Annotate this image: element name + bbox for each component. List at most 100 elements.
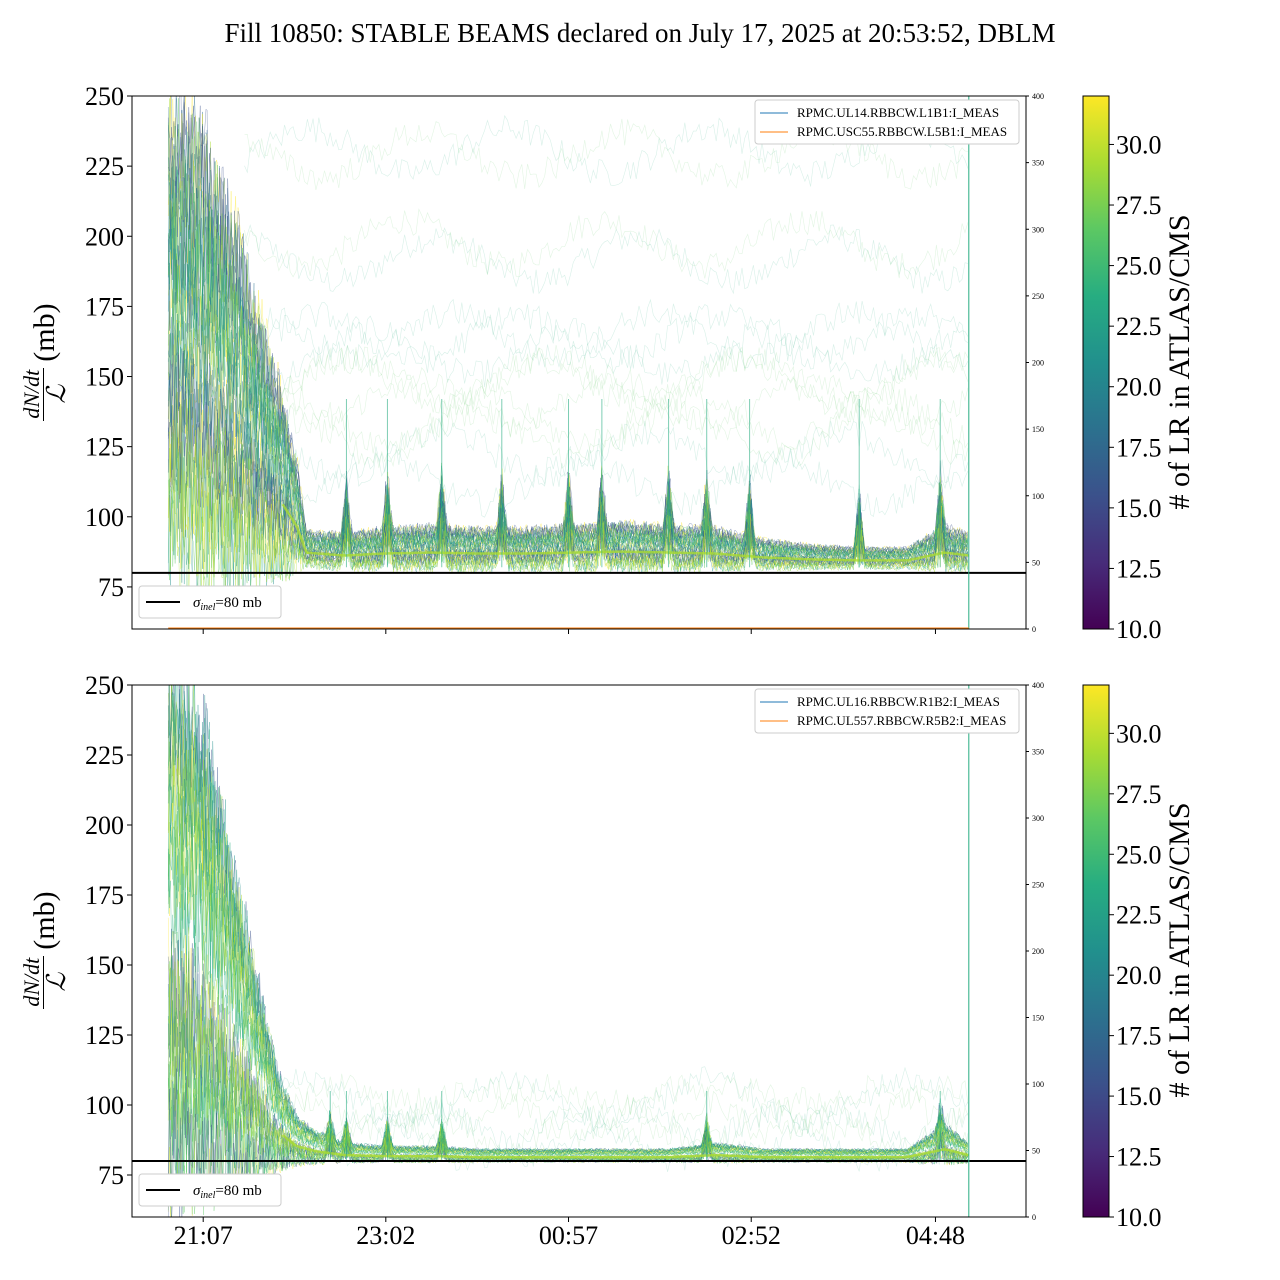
figure-title: Fill 10850: STABLE BEAMS declared on Jul…	[224, 18, 1056, 48]
y-tick-label: 150	[85, 951, 124, 980]
series-trace	[167, 755, 968, 1156]
faint-trace	[244, 364, 969, 437]
y-tick-label: 75	[98, 573, 124, 602]
right-y-tick-label: 350	[1032, 748, 1044, 757]
colorbar-tick-label: 25.0	[1116, 252, 1162, 281]
y-tick-label: 100	[85, 1091, 124, 1120]
colorbar-tick-label: 22.5	[1116, 901, 1162, 930]
legend-box	[754, 99, 1020, 145]
y-tick-label: 175	[85, 881, 124, 910]
legend-entry: RPMC.UL16.RBBCW.R1B2:I_MEAS	[797, 694, 1000, 709]
faint-trace	[244, 383, 969, 455]
right-y-tick-label: 150	[1032, 1014, 1044, 1023]
legend-bottom: σinel=80 mb	[138, 585, 282, 619]
legend-box	[754, 688, 1020, 734]
y-tick-label: 225	[85, 152, 124, 181]
right-y-tick-label: 100	[1032, 1080, 1044, 1089]
series-core	[281, 503, 969, 562]
right-y-tick-label: 50	[1032, 1147, 1040, 1156]
y-tick-label: 175	[85, 292, 124, 321]
colorbar-tick-label: 20.0	[1116, 961, 1162, 990]
colorbar-tick-label: 22.5	[1116, 312, 1162, 341]
colorbar-tick-label: 15.0	[1116, 494, 1162, 523]
y-tick-label: 125	[85, 433, 124, 462]
faint-trace	[244, 1073, 969, 1145]
y-tick-label: 250	[85, 671, 124, 700]
series-trace	[167, 717, 968, 1155]
faint-trace	[244, 1074, 969, 1147]
series-trace	[167, 824, 968, 1158]
legend-entry: RPMC.UL14.RBBCW.L1B1:I_MEAS	[797, 105, 999, 120]
y-tick-label: 150	[85, 363, 124, 392]
colorbar: 10.0 12.5 15.0 17.5 20.0 22.5 25.0 27.5 30.0	[1082, 684, 1162, 1232]
right-y-tick-label: 400	[1032, 92, 1044, 101]
colorbar-tick-label: 10.0	[1116, 615, 1162, 644]
legend-box	[138, 585, 282, 619]
faint-trace	[244, 446, 969, 518]
right-y-tick-label: 0	[1032, 625, 1036, 634]
faint-trace	[244, 302, 969, 375]
colorbar-tick-label: 15.0	[1116, 1082, 1162, 1111]
legend-bottom: σinel=80 mb	[138, 1173, 282, 1207]
faint-trace	[244, 1066, 969, 1139]
series-trace	[167, 753, 968, 1156]
legend-entry: RPMC.USC55.RBBCW.L5B1:I_MEAS	[797, 124, 1007, 139]
y-tick-label: 125	[85, 1021, 124, 1050]
plot-area	[167, 685, 970, 1217]
series-core	[281, 1134, 970, 1159]
series-trace	[167, 685, 968, 1154]
y-tick-label: 200	[85, 811, 124, 840]
right-y-tick-label: 100	[1032, 492, 1044, 501]
faint-trace	[244, 118, 968, 190]
right-y-tick-label: 150	[1032, 425, 1044, 434]
series-trace	[167, 448, 968, 607]
colorbar-gradient	[1082, 684, 1110, 1218]
colorbar: 10.0 12.5 15.0 17.5 20.0 22.5 25.0 27.5 30.0	[1082, 95, 1162, 644]
colorbar-tick-label: 30.0	[1116, 130, 1162, 159]
right-y-tick-label: 300	[1032, 225, 1044, 234]
series-trace	[167, 98, 968, 555]
series-trace	[167, 685, 968, 1154]
x-tick-label: 21:07	[174, 1221, 233, 1250]
legend-top: RPMC.UL16.RBBCW.R1B2:I_MEAS RPMC.UL557.RB…	[754, 688, 1020, 734]
colorbar-tick-label: 12.5	[1116, 1143, 1162, 1172]
right-y-tick-label: 300	[1032, 814, 1044, 823]
right-y-tick-label: 0	[1032, 1213, 1036, 1222]
right-y-tick-label: 250	[1032, 881, 1044, 890]
colorbar-gradient	[1082, 95, 1110, 630]
legend-entry: σinel=80 mb	[193, 1183, 262, 1201]
faint-trace	[244, 224, 968, 295]
colorbar-tick-label: 17.5	[1116, 433, 1162, 462]
colorbar-tick-label: 27.5	[1116, 780, 1162, 809]
faint-trace	[244, 398, 969, 469]
faint-trace	[244, 344, 969, 414]
faint-trace	[244, 208, 969, 280]
y-tick-label: 250	[85, 82, 124, 111]
right-y-tick-label: 50	[1032, 558, 1040, 567]
right-y-tick-label: 400	[1032, 681, 1044, 690]
x-tick-label: 02:52	[722, 1221, 781, 1250]
faint-trace	[244, 298, 969, 369]
colorbar-tick-label: 25.0	[1116, 840, 1162, 869]
x-tick-label: 23:02	[356, 1221, 415, 1250]
legend-entry: RPMC.UL557.RBBCW.R5B2:I_MEAS	[797, 713, 1006, 728]
top-panel: 75 100 125 150 175 200 225 250 0 50 100 150 200 250 30…	[85, 82, 1162, 644]
right-y-tick-label: 200	[1032, 359, 1044, 368]
right-y-tick-label: 200	[1032, 947, 1044, 956]
faint-trace	[244, 1096, 969, 1168]
y-tick-label: 200	[85, 222, 124, 251]
faint-trace	[244, 315, 969, 388]
legend-box	[138, 1173, 282, 1207]
faint-trace	[244, 1086, 969, 1159]
y-tick-label: 225	[85, 741, 124, 770]
colorbar-tick-label: 17.5	[1116, 1022, 1162, 1051]
legend-entry: σinel=80 mb	[193, 595, 262, 613]
x-tick-label: 04:48	[906, 1221, 965, 1250]
right-y-tick-label: 250	[1032, 292, 1044, 301]
y-tick-label: 75	[98, 1161, 124, 1190]
series-trace	[167, 685, 968, 1155]
faint-trace	[244, 417, 969, 490]
series-trace	[167, 693, 968, 1154]
colorbar-tick-label: 27.5	[1116, 191, 1162, 220]
